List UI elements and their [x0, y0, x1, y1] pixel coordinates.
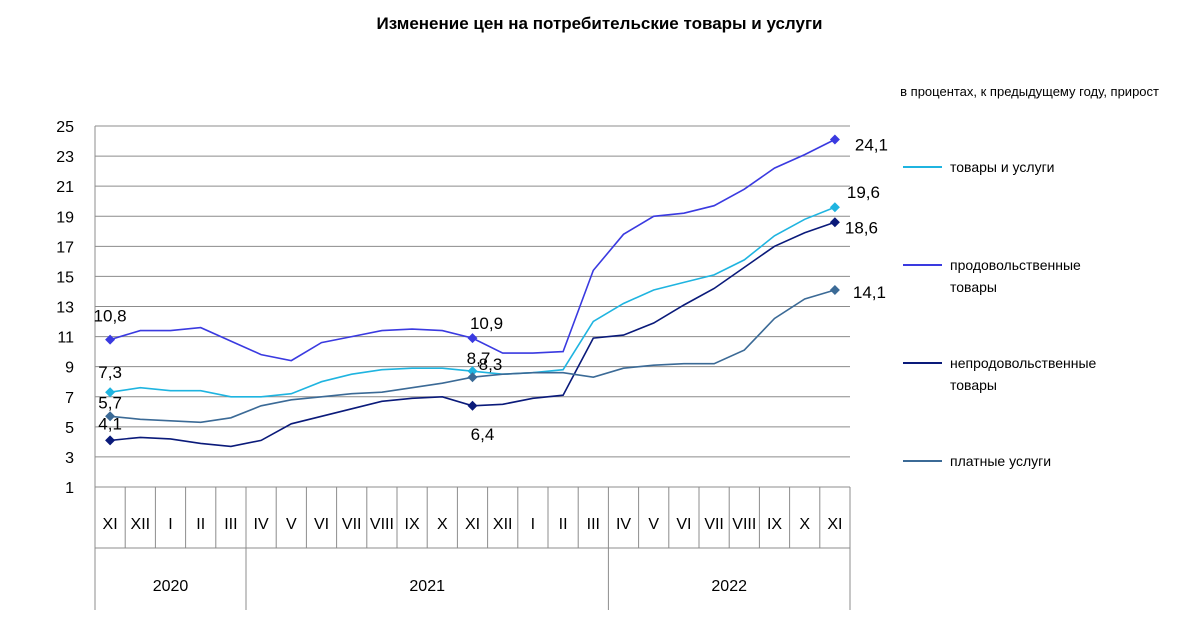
year-label: 2022 [711, 578, 747, 595]
x-tick-label: III [224, 516, 237, 533]
y-tick-label: 15 [56, 269, 74, 286]
data-label: 6,4 [471, 425, 495, 444]
x-tick-label: VII [704, 516, 724, 533]
data-point-marker [829, 284, 840, 295]
chart-title: Изменение цен на потребительские товары … [376, 14, 823, 33]
y-tick-label: 17 [56, 239, 74, 256]
x-tick-label: III [587, 516, 600, 533]
legend-label: непродовольственные [950, 355, 1097, 371]
data-label: 18,6 [845, 218, 878, 237]
x-tick-label: IX [405, 516, 420, 533]
y-tick-label: 19 [56, 209, 74, 226]
data-point-marker [467, 366, 478, 377]
x-tick-label: IV [254, 516, 269, 533]
data-label: 4,1 [98, 414, 122, 433]
data-label: 14,1 [853, 283, 886, 302]
data-point-marker [829, 202, 840, 213]
x-tick-label: V [648, 516, 659, 533]
y-tick-label: 7 [65, 390, 74, 407]
x-tick-label: XII [131, 516, 151, 533]
chart-subtitle: в процентах, к предыдущему году, прирост [900, 84, 1159, 99]
x-tick-label: VI [676, 516, 691, 533]
data-label: 8,3 [479, 355, 503, 374]
x-tick-label: X [437, 516, 448, 533]
x-tick-label: I [531, 516, 535, 533]
data-label: 5,7 [98, 393, 122, 412]
data-label: 8,7 [467, 349, 491, 368]
data-point-marker [467, 333, 478, 344]
x-tick-label: II [559, 516, 568, 533]
data-label: 10,9 [470, 314, 503, 333]
data-point-marker [829, 217, 840, 228]
y-tick-label: 25 [56, 119, 74, 136]
x-tick-label: IV [616, 516, 631, 533]
legend-label: товары и услуги [950, 159, 1055, 175]
y-tick-label: 1 [65, 480, 74, 497]
x-tick-label: VI [314, 516, 329, 533]
x-tick-label: IX [767, 516, 782, 533]
data-point-marker [105, 435, 116, 446]
x-tick-label: XI [465, 516, 480, 533]
x-tick-label: X [799, 516, 810, 533]
x-tick-label: VIII [370, 516, 394, 533]
y-tick-label: 5 [65, 420, 74, 437]
data-point-marker [105, 411, 116, 422]
y-tick-label: 21 [56, 179, 74, 196]
x-tick-label: I [168, 516, 172, 533]
x-tick-label: XI [103, 516, 118, 533]
y-tick-label: 11 [57, 330, 74, 347]
legend-label: товары [950, 377, 997, 393]
data-label: 7,3 [98, 363, 122, 382]
x-tick-label: XI [827, 516, 842, 533]
y-tick-label: 23 [56, 149, 74, 166]
data-label: 10,8 [94, 307, 127, 326]
y-tick-label: 3 [65, 450, 74, 467]
x-tick-label: VIII [732, 516, 756, 533]
x-tick-label: XII [493, 516, 513, 533]
year-label: 2021 [409, 578, 445, 595]
data-label: 19,6 [847, 183, 880, 202]
data-point-marker [105, 387, 116, 398]
legend-label: платные услуги [950, 453, 1051, 469]
data-point-marker [829, 134, 840, 145]
x-tick-label: II [196, 516, 205, 533]
x-tick-label: VII [342, 516, 362, 533]
data-point-marker [105, 334, 116, 345]
legend-label: продовольственные [950, 257, 1081, 273]
legend-label: товары [950, 279, 997, 295]
data-label: 24,1 [855, 136, 888, 155]
y-tick-label: 13 [56, 300, 74, 317]
year-label: 2020 [153, 578, 189, 595]
x-tick-label: V [286, 516, 297, 533]
data-point-marker [467, 400, 478, 411]
y-tick-label: 9 [65, 360, 74, 377]
data-point-marker [467, 372, 478, 383]
